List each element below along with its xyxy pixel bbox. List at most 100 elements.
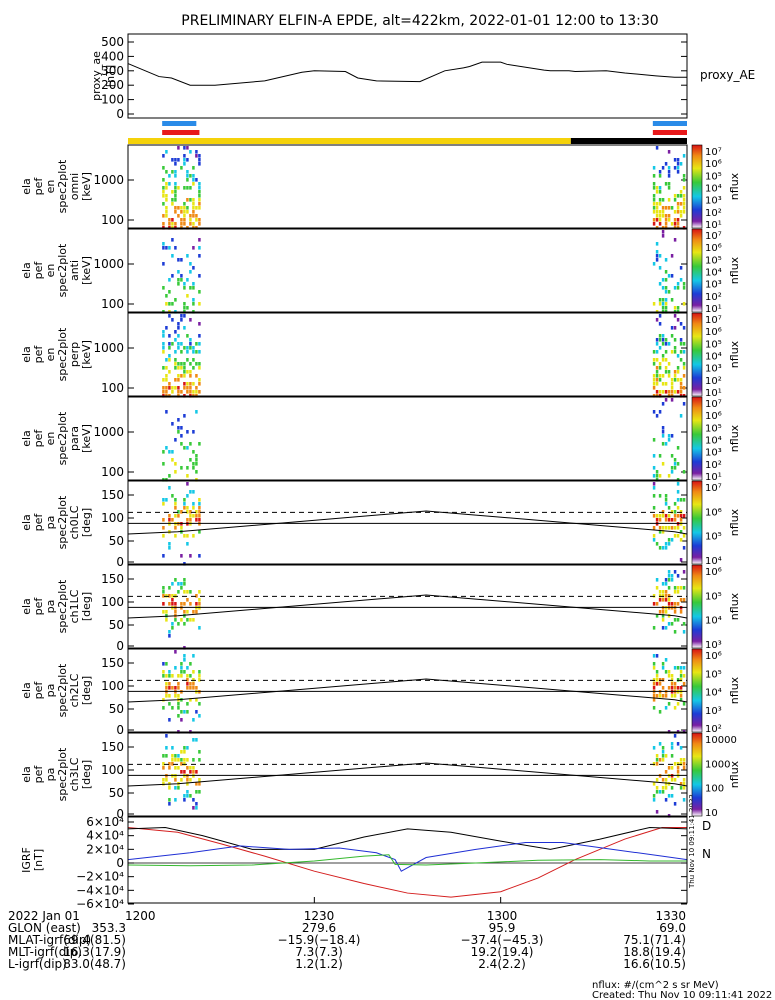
ylabel-line: pef (32, 261, 45, 280)
spectrogram-cell (664, 350, 668, 354)
spectrogram-cell (186, 674, 189, 678)
spectrogram-cell (174, 362, 177, 366)
spectrogram-cell (655, 214, 659, 218)
spectrogram-cell (673, 510, 677, 514)
spectrogram-cell (174, 534, 177, 538)
spectrogram-cell (177, 418, 180, 422)
spectrogram-cell (168, 334, 171, 338)
ylabel-line: spec2plot (56, 411, 69, 465)
spectrogram-cell (198, 194, 201, 198)
colorbar-scale (691, 480, 703, 565)
spectrogram-cell (664, 342, 668, 346)
spectrogram-cell (652, 678, 656, 682)
spectrogram-cell (670, 538, 674, 542)
ylabel-line: [deg] (80, 760, 93, 789)
spectrogram-cell (198, 342, 201, 346)
spectrogram-cell (189, 338, 192, 342)
spectrogram-cell (655, 258, 659, 262)
spectrogram-cell (180, 582, 183, 586)
spectrogram-cell (192, 182, 195, 186)
spectrogram-cell (655, 786, 659, 790)
spectrogram-cell (177, 582, 180, 586)
ylabel-line: spec2plot (56, 243, 69, 297)
spectrogram-cell (162, 594, 165, 598)
spectrogram-cell (682, 362, 686, 366)
ylabel-line: spec2plot (56, 327, 69, 381)
spectrogram-cell (168, 766, 171, 770)
panel-ch0LC: ela pef pa spec2plot ch0LC [deg] 150 100 50 0 (20, 480, 688, 569)
spectrogram-cell (189, 150, 192, 154)
spectrogram-cell (183, 710, 186, 714)
spectrogram-cell (189, 682, 192, 686)
spectrogram-cell (165, 206, 168, 210)
ephemeris-cell: 353.3 (92, 921, 126, 935)
spectrogram-cell (162, 498, 165, 502)
spectrogram-cell (177, 186, 180, 190)
spectrogram-cell (171, 458, 174, 462)
spectrogram-cell (652, 666, 656, 670)
spectrogram-cell (667, 274, 671, 278)
y-tick-label: 0 (116, 807, 124, 821)
spectrogram-cell (186, 466, 189, 470)
panel-frame (127, 816, 688, 904)
spectrogram-cell (186, 542, 189, 546)
y-tick-label: 150 (101, 572, 124, 586)
spectrogram-cell (189, 382, 192, 386)
y-tick-label: 50 (109, 534, 124, 548)
spectrogram-cell (673, 462, 677, 466)
colorbar-tick-label: 10⁴ (705, 184, 722, 195)
spectrogram-cell (186, 746, 189, 750)
spectrogram-cell (679, 694, 683, 698)
spectrogram-cell (189, 778, 192, 782)
spectrogram-cell (195, 178, 198, 182)
spectrogram-cell (673, 590, 677, 594)
colorbar-tick-label: 10¹ (705, 220, 722, 231)
spectrogram-cell (661, 198, 665, 202)
spectrogram-cell (682, 534, 686, 538)
ephemeris-cell: −37.4(−45.3) (461, 933, 544, 947)
spectrogram-cell (667, 342, 671, 346)
spectrogram-cell (195, 514, 198, 518)
spectrogram-cell (670, 350, 674, 354)
spectrogram-cell (661, 214, 665, 218)
ephemeris-cell: 2.4(2.2) (478, 957, 526, 971)
spectrogram-cell (165, 594, 168, 598)
spectrogram-cell (183, 670, 186, 674)
spectrogram-cell (162, 202, 165, 206)
spectrogram-cell (183, 582, 186, 586)
spectrogram-cell (670, 602, 674, 606)
spectrogram-cell (186, 782, 189, 786)
spectrogram-cell (198, 190, 201, 194)
spectrogram-cell (673, 762, 677, 766)
spectrogram-cell (165, 610, 168, 614)
spectrogram-cell (192, 286, 195, 290)
spectrogram-cell (658, 198, 662, 202)
spectrogram-cell (162, 186, 165, 190)
spectrogram-cell (670, 386, 674, 390)
spectrogram-cell (661, 382, 665, 386)
spectrogram-cell (198, 702, 201, 706)
spectrogram-cell (652, 454, 656, 458)
colorbar-tick-label: 10² (705, 460, 722, 471)
ylabel-line: ela (20, 430, 33, 447)
spectrogram-cell (171, 754, 174, 758)
spectrogram-cell (168, 346, 171, 350)
igrf-n-label: N (702, 847, 711, 861)
spectrogram-cell (673, 694, 677, 698)
spectrogram-cell (189, 770, 192, 774)
spectrogram-cell (171, 622, 174, 626)
colorbar-label: nflux (728, 508, 741, 536)
spectrogram-cell (652, 466, 656, 470)
spectrogram-cell (652, 386, 656, 390)
spectrogram-cell (658, 222, 662, 226)
spectrogram-cell (652, 682, 656, 686)
spectrogram-cell (165, 682, 168, 686)
spectrogram-cell (177, 758, 180, 762)
spectrogram-cell (676, 590, 680, 594)
colorbar-tick-label: 10³ (705, 640, 722, 651)
spectrogram-cell (177, 374, 180, 378)
ephemeris-cell: 1330 (655, 909, 686, 923)
spectrogram-cell (682, 622, 686, 626)
spectrogram-cell (183, 750, 186, 754)
spectrogram-cell (183, 758, 186, 762)
